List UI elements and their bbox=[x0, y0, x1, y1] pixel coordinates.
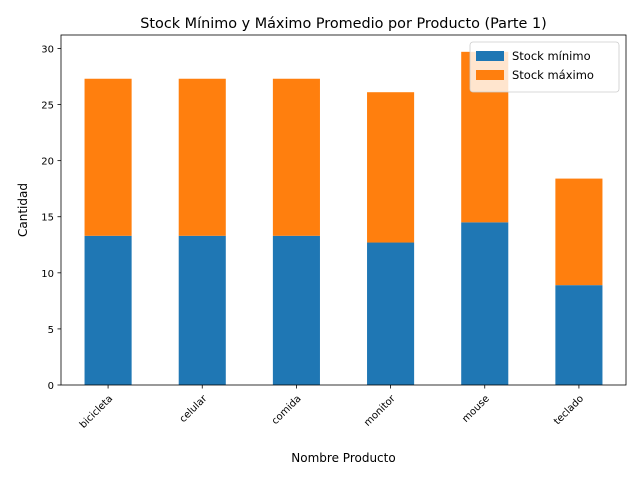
plot-frame bbox=[60, 34, 627, 386]
legend-swatch bbox=[476, 70, 504, 80]
bar-stock-minimo-comida bbox=[272, 235, 320, 385]
legend-label: Stock máximo bbox=[512, 68, 594, 82]
x-tick-label: comida bbox=[270, 393, 304, 427]
x-tick-label: mouse bbox=[460, 393, 492, 425]
x-tick-label: teclado bbox=[552, 393, 586, 427]
x-axis: bicicleta celular comida monitor mouse teclad… bbox=[78, 385, 586, 431]
bar-stock-minimo-monitor bbox=[367, 242, 415, 385]
legend-swatch bbox=[476, 51, 504, 61]
bar-stock-minimo-mouse bbox=[461, 222, 509, 385]
bar-stock-minimo-teclado bbox=[555, 285, 603, 385]
y-tick-label: 30 bbox=[41, 44, 54, 55]
bar-stock-minimo-bicicleta bbox=[84, 235, 132, 385]
y-tick-label: 5 bbox=[48, 325, 54, 336]
y-tick-label: 0 bbox=[48, 381, 54, 392]
chart-title: Stock Mínimo y Máximo Promedio por Produ… bbox=[140, 16, 546, 32]
bar-stock-minimo-celular bbox=[178, 235, 226, 385]
y-axis: 0 5 10 15 20 25 30 bbox=[41, 44, 61, 392]
bar-stock-maximo-bicicleta bbox=[84, 78, 132, 236]
legend-label: Stock mínimo bbox=[512, 49, 591, 63]
bar-stock-maximo-monitor bbox=[367, 92, 415, 243]
bar-stock-maximo-teclado bbox=[555, 178, 603, 286]
x-tick-label: celular bbox=[178, 393, 210, 425]
x-tick-label: bicicleta bbox=[78, 393, 115, 430]
y-axis-label: Cantidad bbox=[16, 183, 30, 237]
y-tick-label: 15 bbox=[41, 213, 54, 224]
bar-stock-maximo-celular bbox=[178, 78, 226, 236]
x-axis-label: Nombre Producto bbox=[291, 451, 395, 465]
y-tick-label: 25 bbox=[41, 101, 54, 112]
bar-stock-maximo-comida bbox=[272, 78, 320, 236]
y-tick-label: 10 bbox=[41, 269, 54, 280]
y-tick-label: 20 bbox=[41, 157, 54, 168]
bars-layer bbox=[84, 51, 603, 385]
legend-box bbox=[469, 41, 620, 93]
legend: Stock mínimo Stock máximo bbox=[469, 41, 620, 93]
x-tick-label: monitor bbox=[362, 393, 398, 429]
